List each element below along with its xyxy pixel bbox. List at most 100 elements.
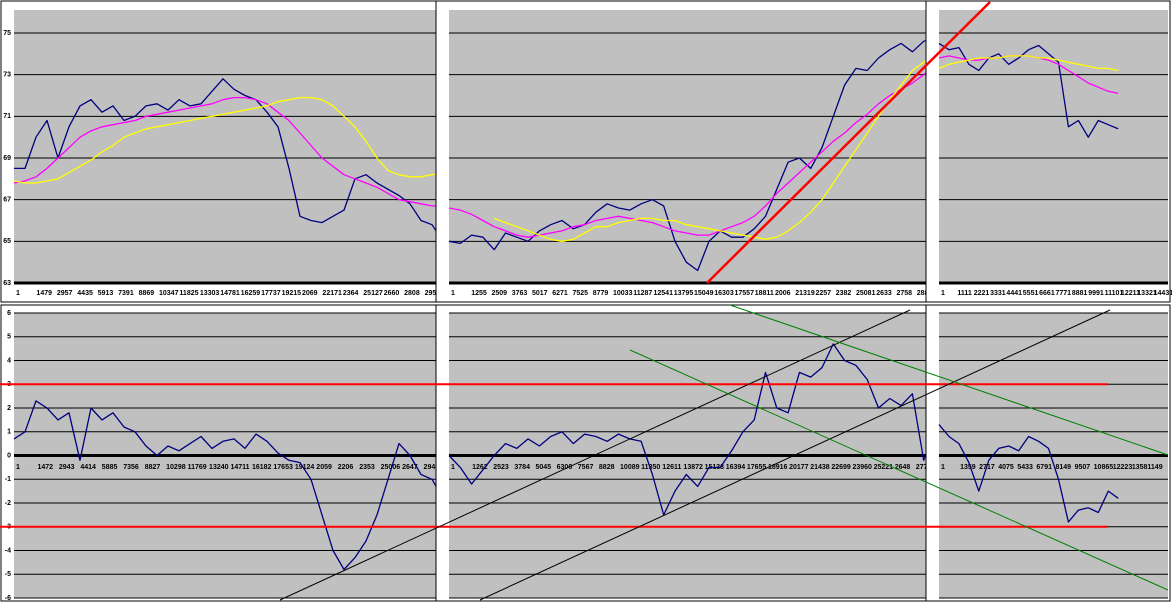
x-tick-label: 13240	[209, 464, 229, 471]
y-tick-label: 67	[3, 197, 11, 204]
x-tick-label: 2648	[895, 464, 911, 471]
trend-line	[479, 309, 1111, 601]
x-tick-label: 7525	[573, 290, 589, 297]
x-tick-label: 11769	[188, 464, 207, 471]
x-tick-label: 12223	[1113, 464, 1133, 471]
x-tick-label: 14431	[1154, 290, 1172, 297]
x-tick-label: 6271	[552, 290, 568, 297]
y-tick-label: -5	[5, 571, 11, 578]
x-tick-label: 1472	[37, 464, 53, 471]
x-tick-label: 12211	[1121, 290, 1140, 297]
x-tick-label: 2943	[59, 464, 75, 471]
x-tick-label: 25127	[363, 290, 383, 297]
x-tick-label: 17557	[735, 290, 755, 297]
x-tick-label: 7391	[118, 290, 134, 297]
trend-line	[279, 309, 911, 601]
x-tick-label: 2382	[836, 290, 852, 297]
series-line	[448, 343, 936, 516]
series-line	[13, 96, 444, 184]
x-tick-label: 23960	[852, 464, 872, 471]
y-tick-label: 1	[7, 429, 11, 436]
x-tick-label: 21319	[795, 290, 815, 297]
x-tick-label: 288	[917, 290, 929, 297]
x-tick-label: 1	[16, 464, 20, 471]
x-tick-label: 22171	[322, 290, 342, 297]
series-line	[13, 400, 444, 571]
x-tick-label: 2523	[493, 464, 509, 471]
x-tick-label: 8149	[1056, 464, 1072, 471]
series-line	[13, 96, 443, 207]
x-tick-label: 12541	[654, 290, 674, 297]
x-tick-label: 2364	[343, 290, 359, 297]
x-tick-label: 8869	[139, 290, 155, 297]
x-tick-label: 1	[16, 290, 20, 297]
x-tick-label: 14711	[231, 464, 250, 471]
x-tick-label: 2647	[402, 464, 418, 471]
x-tick-label: 21438	[810, 464, 830, 471]
x-tick-label: 2059	[316, 464, 332, 471]
x-tick-label: 3763	[512, 290, 528, 297]
x-tick-label: 149	[1151, 464, 1163, 471]
series-line	[938, 424, 1119, 523]
x-tick-label: 8881	[1072, 290, 1088, 297]
y-tick-label: 69	[3, 155, 11, 162]
plot-area	[449, 10, 935, 283]
x-tick-label: 7356	[123, 464, 139, 471]
x-tick-label: 17655	[747, 464, 767, 471]
x-tick-label: 18811	[755, 290, 774, 297]
x-tick-label: 16303	[714, 290, 734, 297]
x-tick-label: 6661	[1039, 290, 1055, 297]
x-tick-label: 6306	[557, 464, 573, 471]
x-tick-label: 1	[941, 290, 945, 297]
x-tick-label: 20177	[789, 464, 809, 471]
y-tick-label: 71	[3, 113, 11, 120]
x-tick-label: 5885	[102, 464, 118, 471]
x-tick-label: 1	[451, 290, 455, 297]
x-tick-label: 2660	[384, 290, 400, 297]
x-tick-label: 1359	[960, 464, 976, 471]
y-tick-label: -2	[5, 500, 11, 507]
y-tick-label: 0	[7, 452, 11, 459]
x-tick-label: 8779	[593, 290, 609, 297]
x-tick-label: 8827	[145, 464, 161, 471]
x-tick-label: 16394	[726, 464, 746, 471]
x-tick-label: 29561	[425, 290, 445, 297]
x-tick-label: 1255	[471, 290, 487, 297]
x-tick-label: 11825	[179, 290, 198, 297]
x-tick-label: 2257	[816, 290, 832, 297]
series-line	[14, 78, 444, 242]
x-tick-label: 18916	[768, 464, 788, 471]
series-line	[938, 55, 1119, 72]
x-tick-label: 2353	[359, 464, 375, 471]
x-tick-label: 22699	[831, 464, 851, 471]
x-tick-label: 13872	[683, 464, 703, 471]
series-line	[448, 36, 936, 272]
x-tick-label: 25221	[874, 464, 894, 471]
y-tick-label: 4	[7, 357, 11, 364]
y-tick-label: -1	[5, 476, 11, 483]
trend-line	[706, 1, 991, 284]
x-tick-label: 10033	[613, 290, 633, 297]
x-tick-label: 9991	[1088, 290, 1104, 297]
x-tick-label: 15049	[694, 290, 714, 297]
x-tick-label: 10298	[166, 464, 186, 471]
x-tick-label: 19215	[282, 290, 302, 297]
x-tick-label: 13303	[200, 290, 220, 297]
x-tick-label: 2509	[492, 290, 508, 297]
x-tick-label: 11350	[641, 464, 660, 471]
x-tick-label: 10089	[620, 464, 640, 471]
x-tick-label: 4414	[80, 464, 96, 471]
y-tick-label: -4	[5, 547, 11, 554]
x-tick-label: 9507	[1075, 464, 1091, 471]
x-tick-label: 7567	[578, 464, 594, 471]
y-tick-label: 5	[7, 334, 11, 341]
y-tick-label: 2	[7, 405, 11, 412]
x-tick-label: 10347	[159, 290, 179, 297]
y-tick-label: 75	[3, 30, 11, 37]
x-tick-label: 3784	[514, 464, 530, 471]
x-tick-label: 2069	[302, 290, 318, 297]
trend-line	[629, 349, 1169, 591]
x-tick-label: 2206	[338, 464, 354, 471]
x-tick-label: 1262	[472, 464, 488, 471]
